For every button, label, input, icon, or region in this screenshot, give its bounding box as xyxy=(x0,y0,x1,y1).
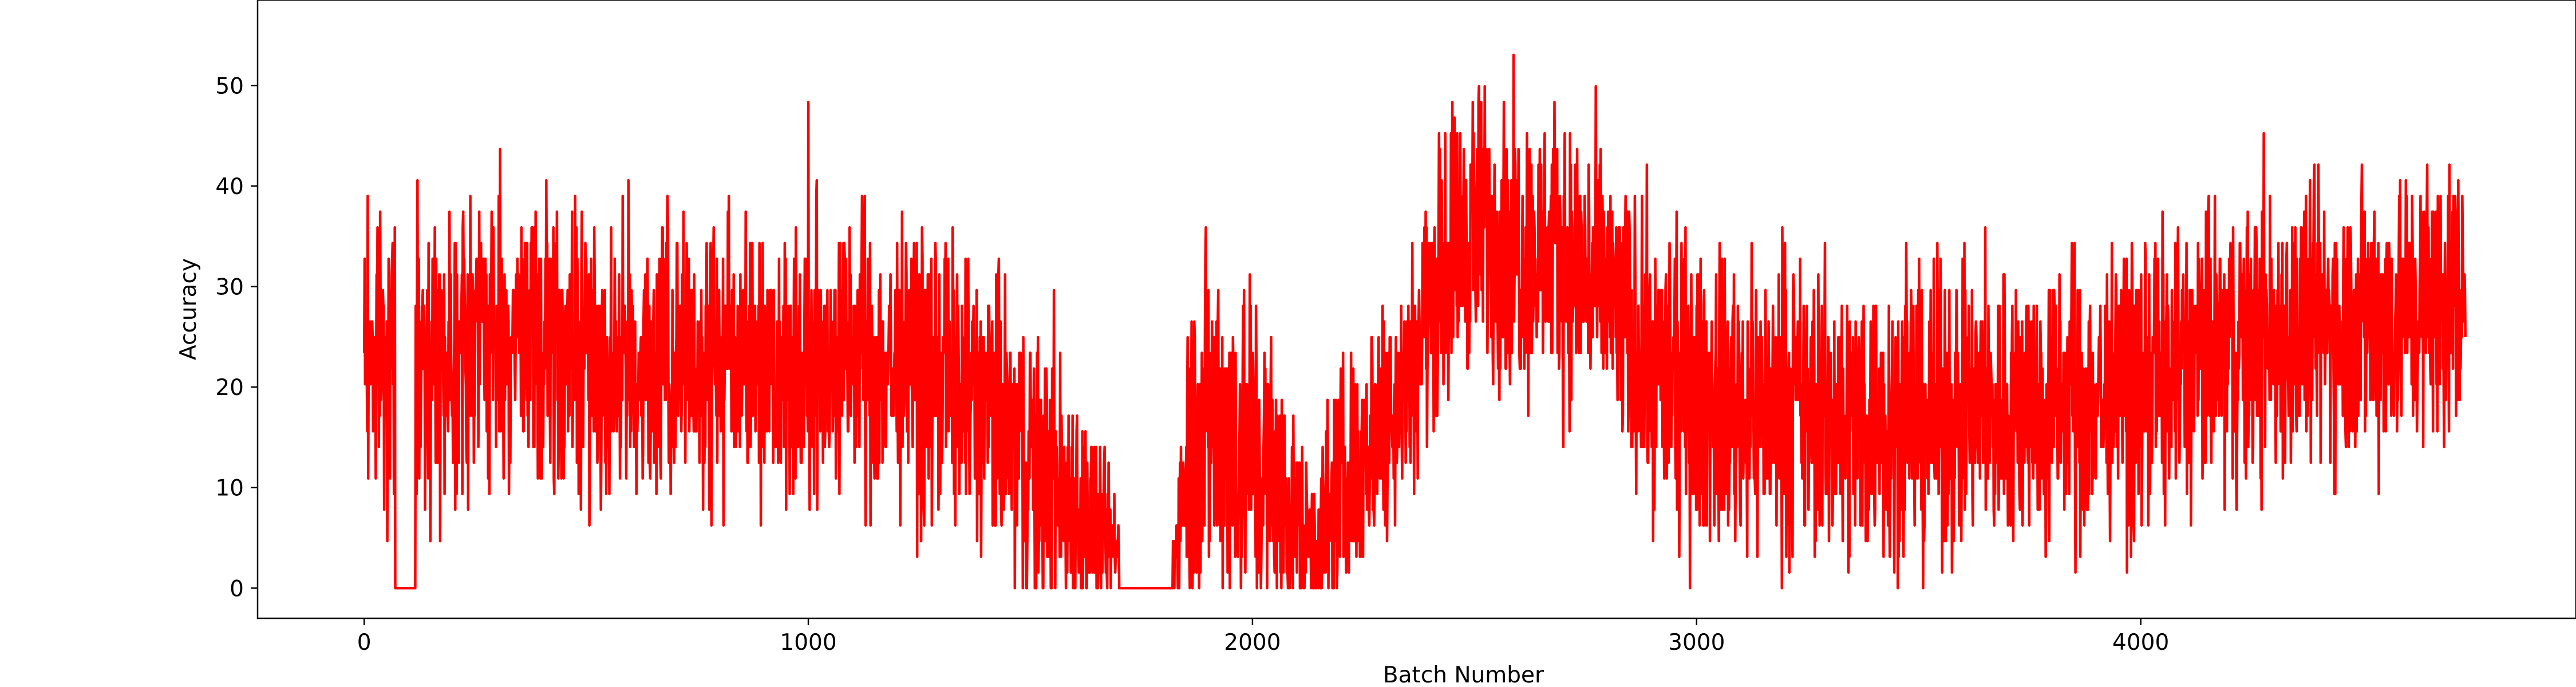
x-tick-label: 1000 xyxy=(780,630,836,656)
y-axis-label: Accuracy xyxy=(176,258,202,360)
x-tick-label: 3000 xyxy=(1668,630,1725,656)
x-tick-label: 4000 xyxy=(2112,630,2169,656)
y-axis-ticks: 0 10 20 30 40 50 xyxy=(215,73,258,602)
x-axis-ticks: 0 1000 2000 3000 4000 xyxy=(357,618,2169,656)
plot-frame xyxy=(256,0,2576,619)
y-tick-label: 30 xyxy=(215,274,244,300)
y-tick-label: 0 xyxy=(230,576,244,602)
y-tick-label: 40 xyxy=(215,174,244,200)
y-tick-label: 50 xyxy=(215,73,244,99)
x-tick-label: 0 xyxy=(357,630,372,656)
y-tick-label: 20 xyxy=(215,375,244,401)
plot-area xyxy=(362,53,2467,590)
x-tick-label: 2000 xyxy=(1224,630,1281,656)
accuracy-series-line xyxy=(362,53,2467,590)
x-axis-label: Batch Number xyxy=(1383,662,1544,687)
y-tick-label: 10 xyxy=(215,476,244,502)
